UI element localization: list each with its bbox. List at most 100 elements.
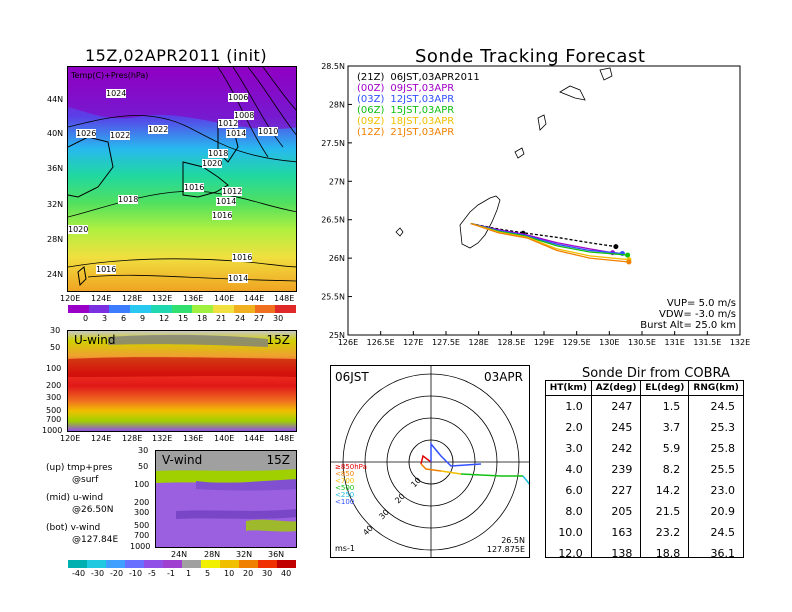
legend-text: 18JST,03APR bbox=[390, 116, 455, 127]
hodograph-cyan bbox=[522, 475, 529, 485]
table-cell: 36.1 bbox=[688, 543, 743, 557]
x-tick-label: 132E bbox=[730, 338, 750, 347]
y-tick-label: 26N bbox=[329, 254, 345, 263]
table-cell: 25.8 bbox=[688, 438, 743, 459]
v-wind-y-tick: 100 bbox=[134, 480, 150, 489]
colorbar-tick: 0 bbox=[83, 314, 89, 323]
table-cell: 3.0 bbox=[565, 442, 583, 455]
u-wind-y-tick: 100 bbox=[46, 364, 62, 373]
lat-tick: 36N bbox=[47, 164, 64, 173]
pressure-label: 1026 bbox=[76, 129, 97, 138]
u-wind-label: U-wind bbox=[74, 333, 116, 347]
colorbar-tick: 5 bbox=[205, 569, 211, 578]
track-line bbox=[470, 222, 616, 248]
u-wind-y-tick: 700 bbox=[46, 415, 62, 424]
x-tick-label: 127.5E bbox=[432, 338, 460, 347]
y-tick-label: 25.5N bbox=[321, 293, 345, 302]
lat-tick: 24N bbox=[47, 270, 64, 279]
track-endpoint bbox=[626, 259, 632, 265]
lat-tick: 44N bbox=[47, 95, 64, 104]
table-row: 8.0 205 21.5 20.9 bbox=[546, 501, 743, 522]
track-title: Sonde Tracking Forecast bbox=[415, 46, 646, 67]
table-cell: 24.5 bbox=[688, 395, 743, 417]
u-wind-x-tick: 140E bbox=[214, 434, 235, 443]
colorbar-tick: -1 bbox=[167, 569, 175, 578]
pressure-label: 1014 bbox=[226, 129, 247, 138]
v-wind-field bbox=[156, 451, 296, 532]
legend-text: 06JST,03APR2011 bbox=[390, 72, 480, 83]
x-tick-label: 129.5E bbox=[563, 338, 591, 347]
pressure-label: 1018 bbox=[118, 195, 139, 204]
pressure-label: 1008 bbox=[234, 111, 255, 120]
lon-tick: 148E bbox=[274, 294, 295, 303]
polar-wind-panel: 06JST 03APR 10 20 30 40 ≥850hPa <850 <700 <… bbox=[330, 365, 530, 558]
pressure-label: 1018 bbox=[208, 149, 229, 158]
table-cell: 242 bbox=[590, 438, 641, 459]
v-wind-time: 15Z bbox=[266, 453, 291, 467]
pressure-label: 1016 bbox=[96, 265, 117, 274]
hodograph-yellow bbox=[440, 470, 462, 475]
track-legend-item: (09Z) 18JST,03APR bbox=[357, 116, 480, 127]
colorbar-tick: 9 bbox=[140, 314, 146, 323]
table-row: 12.0 138 18.8 36.1 bbox=[546, 543, 743, 557]
table-row: 3.0 242 5.9 25.8 bbox=[546, 438, 743, 459]
coastlines bbox=[395, 67, 613, 249]
u-wind-y-tick: 30 bbox=[50, 326, 61, 335]
table-row: 4.0 239 8.2 25.5 bbox=[546, 459, 743, 480]
table-header: RNG(km) bbox=[688, 381, 743, 396]
lon-tick: 132E bbox=[152, 294, 173, 303]
u-wind-x-tick: 132E bbox=[152, 434, 173, 443]
colorbar-tick: -30 bbox=[91, 569, 105, 578]
wind-colorbar bbox=[68, 560, 296, 568]
pressure-label: 1024 bbox=[106, 89, 127, 98]
u-wind-y-tick: 200 bbox=[46, 381, 62, 390]
colorbar-swatch bbox=[150, 305, 172, 313]
legend-text: 09JST,03APR bbox=[390, 83, 455, 94]
table-cell: 1.5 bbox=[640, 395, 689, 417]
x-tick-label: 126E bbox=[338, 338, 358, 347]
colorbar-swatch bbox=[213, 305, 234, 313]
colorbar-tick: 20 bbox=[243, 569, 254, 578]
panel-note: (mid) u-wind @26.50N bbox=[46, 492, 114, 516]
u-wind-cross-section: U-wind 15Z bbox=[67, 330, 297, 432]
hodograph-blue bbox=[430, 441, 482, 467]
x-tick-label: 128.5E bbox=[497, 338, 525, 347]
polar-time-label: 06JST bbox=[335, 370, 369, 384]
table-cell: 24.5 bbox=[688, 522, 743, 543]
v-wind-x-tick: 36N bbox=[268, 550, 285, 559]
colorbar-swatch bbox=[233, 305, 255, 313]
pressure-label: 1012 bbox=[218, 119, 239, 128]
pressure-label: 1014 bbox=[216, 197, 237, 206]
pressure-label: 1022 bbox=[110, 131, 131, 140]
colorbar-swatch bbox=[220, 560, 239, 568]
track-legend-item: (06Z) 15JST,03APR bbox=[357, 105, 480, 116]
table-header: EL(deg) bbox=[640, 381, 689, 396]
legend-tag: (03Z) bbox=[357, 94, 385, 105]
track-info: VUP= 5.0 m/s VDW= -3.0 m/s Burst Alt= 25… bbox=[640, 298, 736, 331]
u-wind-x-tick: 120E bbox=[60, 434, 81, 443]
pressure-label: 1014 bbox=[228, 274, 249, 283]
polar-legend-item: ≥850hPa bbox=[335, 463, 367, 471]
table-title: Sonde Dir from COBRA bbox=[582, 366, 730, 381]
track-legend-item: (03Z) 12JST,03APR bbox=[357, 94, 480, 105]
polar-unit: ms-1 bbox=[335, 544, 355, 553]
hodograph-green bbox=[460, 473, 523, 477]
track-legend-item: (21Z) 06JST,03APR2011 bbox=[357, 72, 480, 83]
hodograph-orange bbox=[420, 463, 442, 472]
polar-lat: 26.5N bbox=[501, 536, 525, 545]
y-tick-label: 26.5N bbox=[321, 216, 345, 225]
note-sub: @127.84E bbox=[72, 535, 119, 545]
temperature-colorbar-ticks: 0 3 6 9 12 15 18 21 24 27 30 bbox=[68, 314, 296, 324]
wind-colorbar-ticks: -40 -30 -20 -10 -5 -1 1 5 10 20 30 40 bbox=[68, 569, 296, 579]
v-wind-y-tick: 200 bbox=[134, 498, 150, 507]
lat-tick: 40N bbox=[47, 129, 64, 138]
pressure-label: 1006 bbox=[228, 93, 249, 102]
lon-tick: 128E bbox=[122, 294, 143, 303]
polar-legend-item: <250 bbox=[335, 491, 355, 499]
left-panel-title: 15Z,02APR2011 (init) bbox=[85, 46, 268, 65]
colorbar-tick: 3 bbox=[102, 314, 108, 323]
colorbar-swatch bbox=[239, 560, 258, 568]
table-cell: 23.2 bbox=[640, 522, 689, 543]
table-cell: 3.7 bbox=[640, 417, 689, 438]
table-row: 6.0 227 14.2 23.0 bbox=[546, 480, 743, 501]
